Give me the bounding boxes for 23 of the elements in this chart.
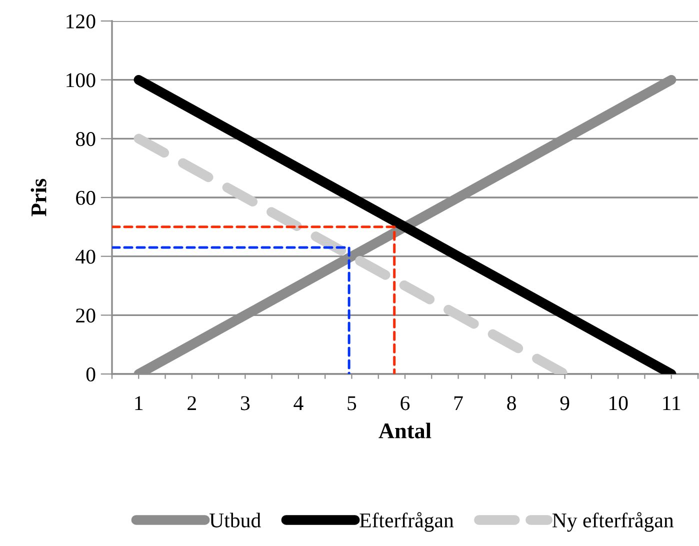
x-tick-label: 1 — [135, 396, 143, 410]
y-tick-label: 80 — [76, 132, 96, 146]
x-tick-label: 7 — [454, 396, 463, 410]
x-tick-label: 11 — [663, 396, 680, 410]
y-tick-label: 120 — [66, 14, 96, 28]
y-tick-label: 60 — [76, 190, 96, 205]
y-tick-label: 100 — [66, 73, 96, 88]
x-tick-label: 10 — [610, 396, 628, 410]
legend-label: Ny efterfrågan — [552, 512, 674, 532]
x-axis-title: Antal — [378, 422, 432, 438]
x-tick-label: 9 — [560, 396, 570, 410]
y-axis-title: Pris — [30, 178, 46, 216]
x-tick-label: 6 — [400, 396, 410, 410]
x-tick-label: 3 — [240, 396, 250, 410]
legend-label: Efterfrågan — [360, 512, 454, 532]
y-tick-label: 40 — [76, 250, 96, 264]
legend-label: Utbud — [210, 512, 261, 528]
y-tick-label: 20 — [76, 308, 96, 323]
x-tick-label: 2 — [188, 396, 196, 410]
x-tick-label: 8 — [507, 396, 516, 410]
x-tick-label: 5 — [348, 396, 356, 410]
y-tick-label: 0 — [86, 367, 96, 382]
x-tick-label: 4 — [294, 396, 304, 410]
